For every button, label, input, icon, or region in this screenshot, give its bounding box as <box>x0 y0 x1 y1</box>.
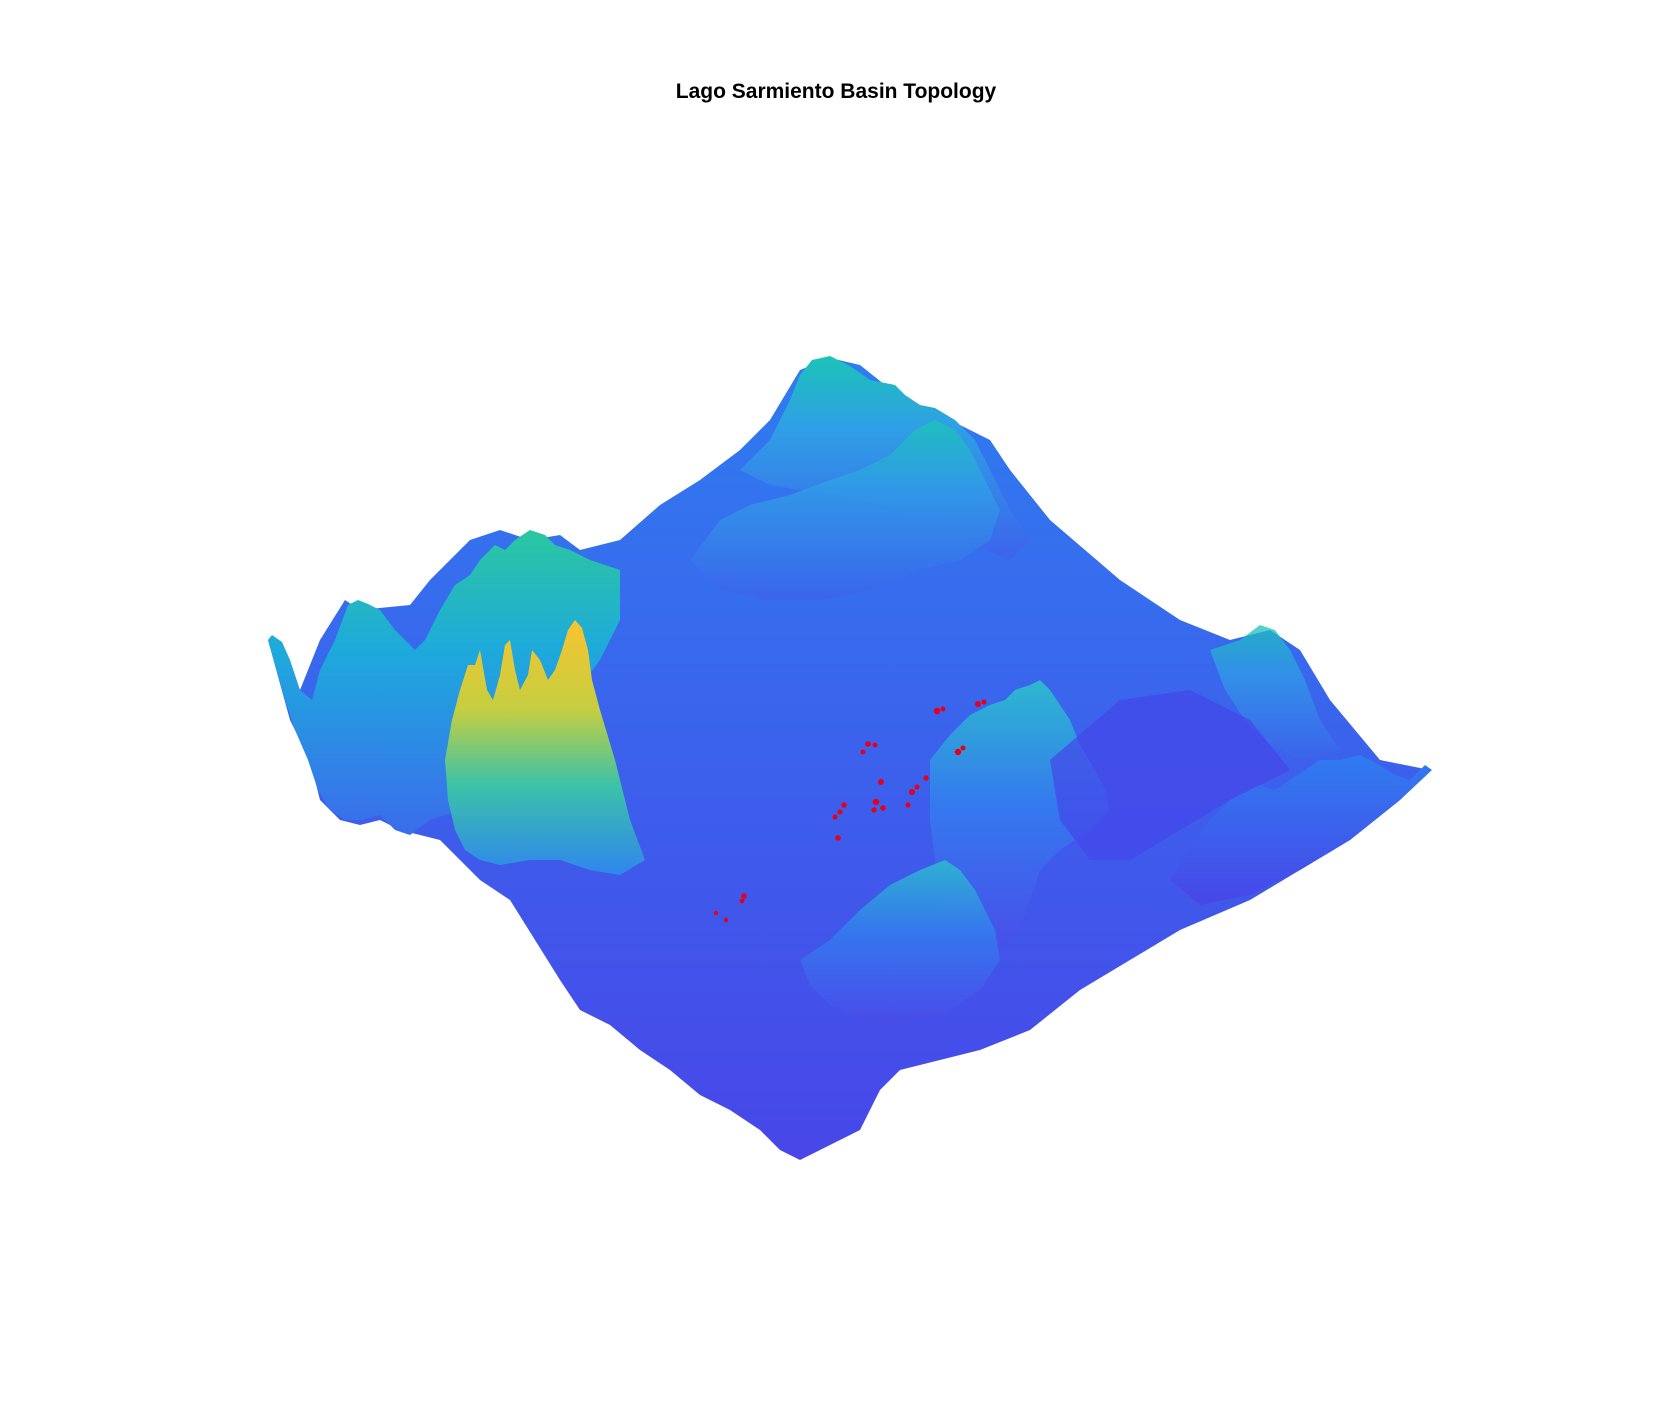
surface-basin <box>1050 690 1290 860</box>
marker-point <box>860 749 866 755</box>
marker-point <box>713 910 719 916</box>
marker-point <box>723 917 729 923</box>
figure-title: Lago Sarmiento Basin Topology <box>675 80 997 103</box>
lake-markers <box>713 699 987 923</box>
marker-point <box>872 798 880 806</box>
marker-point <box>905 802 911 808</box>
surface-front-ridge <box>800 860 1000 1025</box>
marker-point <box>923 775 929 781</box>
marker-point <box>878 779 884 785</box>
surface-yellow-peaks <box>445 620 645 875</box>
surface-right-ridge <box>1170 755 1432 905</box>
marker-point <box>865 741 871 747</box>
marker-point <box>975 701 981 707</box>
surface-mid-plateau <box>690 420 1000 600</box>
surface-far-right <box>1210 625 1340 760</box>
marker-point <box>837 809 843 815</box>
marker-point <box>832 814 838 820</box>
marker-point <box>909 789 915 795</box>
marker-point <box>841 802 847 808</box>
marker-point <box>914 784 920 790</box>
marker-point <box>741 893 747 899</box>
marker-point <box>872 742 878 748</box>
marker-point <box>739 898 745 904</box>
marker-point <box>960 745 966 751</box>
marker-point <box>940 706 946 712</box>
marker-point <box>835 835 841 841</box>
marker-point <box>871 807 877 813</box>
marker-point <box>981 699 987 705</box>
marker-point <box>954 748 962 756</box>
marker-point <box>880 805 886 811</box>
marker-point <box>933 707 941 715</box>
